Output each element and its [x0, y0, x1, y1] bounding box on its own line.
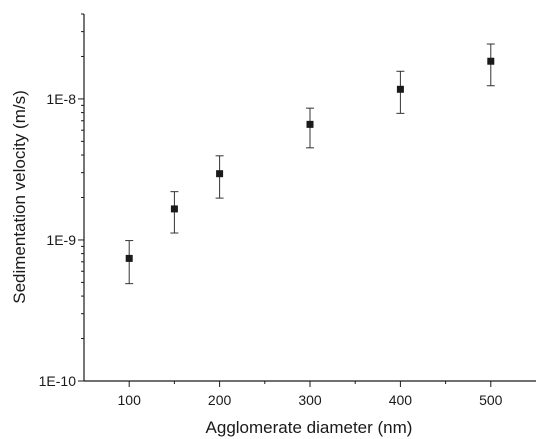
data-point [125, 254, 133, 262]
x-tick-label: 200 [208, 392, 232, 408]
data-point [306, 120, 314, 128]
x-tick-label: 300 [298, 392, 322, 408]
data-point [170, 205, 178, 213]
error-bars [125, 43, 495, 285]
x-tick-label: 500 [479, 392, 503, 408]
y-tick-label: 1E-10 [39, 373, 77, 389]
y-tick-label: 1E-9 [46, 232, 76, 248]
data-points [125, 57, 495, 262]
x-tick-label: 100 [118, 392, 142, 408]
data-point [216, 170, 224, 178]
data-point [487, 57, 495, 65]
y-axis-title: Sedimentation velocity (m/s) [10, 90, 29, 304]
x-axis-ticks: 100 200 300 400 500 [118, 381, 503, 408]
x-axis-title: Agglomerate diameter (nm) [206, 418, 413, 437]
x-tick-label: 400 [389, 392, 413, 408]
data-point [396, 85, 404, 93]
y-axis-ticks: 1E-10 1E-9 1E-8 [39, 13, 84, 389]
plot-frame [83, 14, 536, 382]
y-tick-label: 1E-8 [46, 91, 76, 107]
